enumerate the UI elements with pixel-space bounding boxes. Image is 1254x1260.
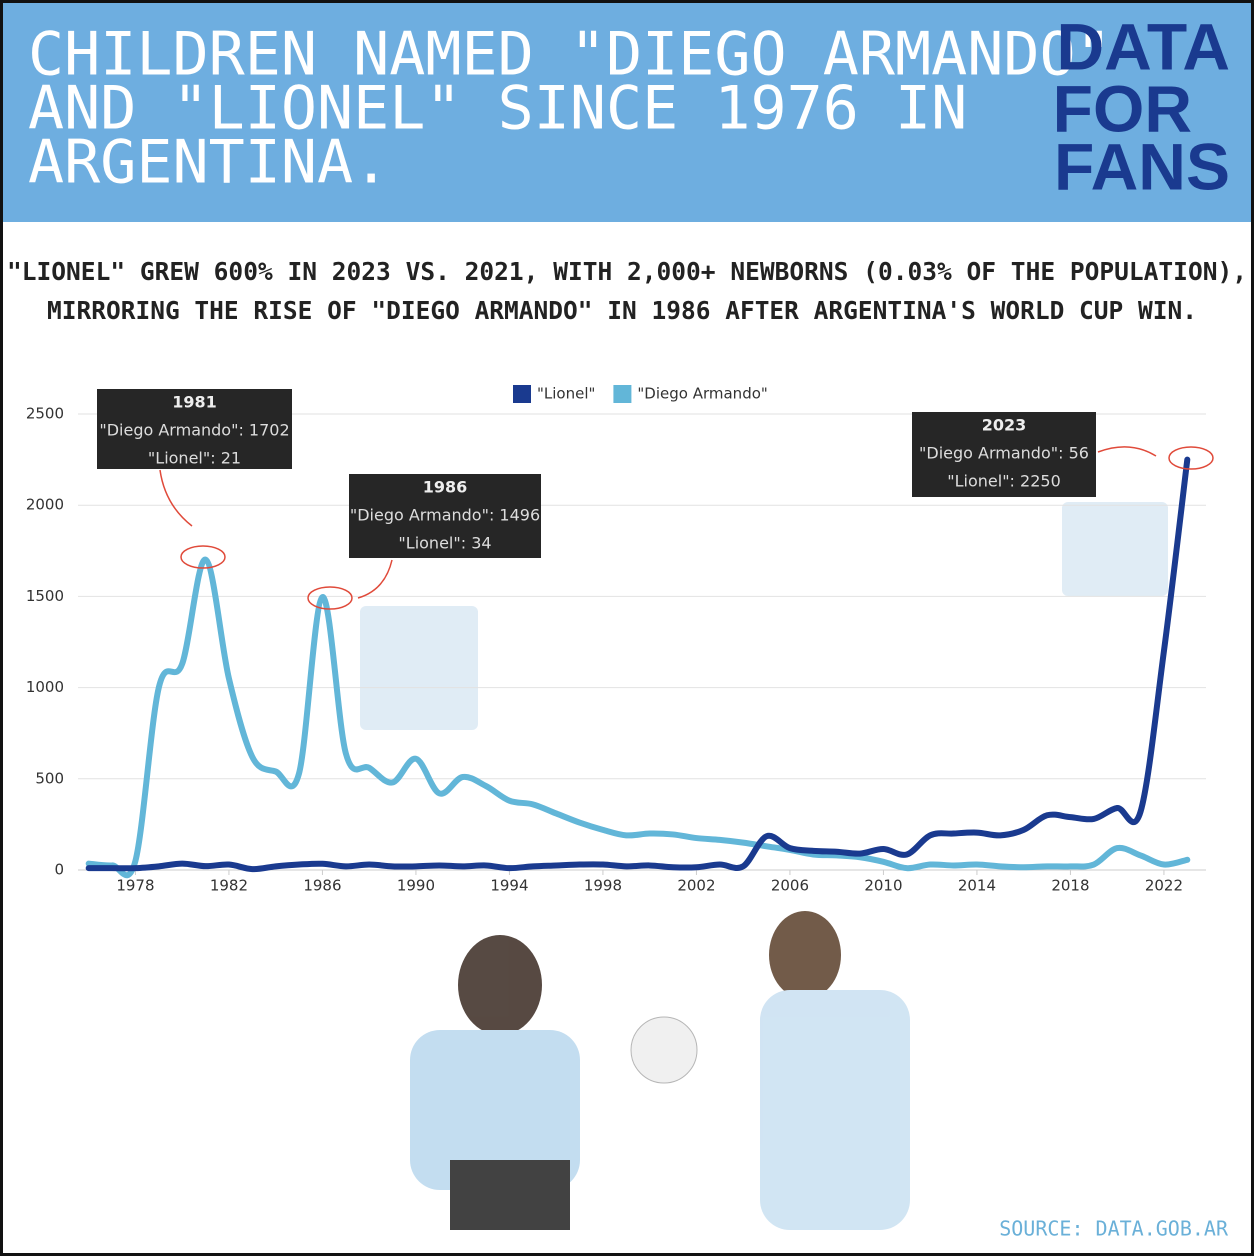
y-tick-label: 500 <box>35 769 64 787</box>
y-tick-label: 1500 <box>26 587 64 605</box>
y-tick-label: 2500 <box>26 405 64 423</box>
legend-label: "Lionel" <box>537 385 595 403</box>
subtitle-line: MIRRORING THE RISE OF "DIEGO ARMANDO" IN… <box>47 296 1197 325</box>
title-line: AND "LIONEL" SINCE 1976 IN <box>28 74 967 144</box>
photo-placeholder <box>360 606 478 730</box>
legend-swatch <box>513 385 531 403</box>
photo-placeholder <box>1062 502 1168 596</box>
title-line: ARGENTINA. <box>28 128 389 198</box>
subtitle-group: "LIONEL" GREW 600% IN 2023 VS. 2021, WIT… <box>7 257 1247 325</box>
annotation-arrow <box>1097 446 1157 457</box>
x-tick-label: 1998 <box>584 877 622 895</box>
annotation-arrow <box>357 559 393 599</box>
highlight-ring <box>180 545 226 569</box>
brand-line: FANS <box>1054 129 1230 203</box>
x-tick-label: 2014 <box>958 877 996 895</box>
brand-line: DATA <box>1056 9 1230 83</box>
x-tick-label: 1994 <box>490 877 528 895</box>
brand-group: DATA FOR FANS <box>1053 9 1230 203</box>
annotation-box <box>97 389 292 469</box>
player-head <box>458 935 542 1035</box>
annotation-line: "Diego Armando": 56 <box>919 444 1089 463</box>
x-tick-label: 2018 <box>1051 877 1089 895</box>
x-tick-label: 1990 <box>397 877 435 895</box>
y-tick-label: 0 <box>54 861 64 879</box>
x-tick-label: 2022 <box>1145 877 1183 895</box>
highlight-ring <box>307 586 353 610</box>
highlight-ring <box>1168 446 1214 470</box>
annotation-box <box>912 412 1096 497</box>
x-tick-label: 1986 <box>303 877 341 895</box>
title-group: CHILDREN NAMED "DIEGO ARMANDO" AND "LION… <box>28 20 1112 198</box>
legend-label: "Diego Armando" <box>637 385 767 403</box>
annotation-box <box>349 474 541 558</box>
annotation-title: 1986 <box>423 478 468 497</box>
title-line: CHILDREN NAMED "DIEGO ARMANDO" <box>28 20 1112 90</box>
annotation-line: "Lionel": 21 <box>148 449 241 468</box>
brand-line: FOR <box>1053 71 1192 145</box>
player-shorts <box>450 1160 570 1230</box>
x-tick-label: 1978 <box>116 877 154 895</box>
player-illustrations <box>360 502 1168 1230</box>
annotation-line: "Lionel": 2250 <box>947 472 1061 491</box>
player-shirt <box>760 990 910 1230</box>
legend-swatch <box>613 385 632 403</box>
annotation-arrow <box>159 469 193 527</box>
header-band <box>2 2 1252 222</box>
x-tick-label: 1982 <box>210 877 248 895</box>
x-tick-label: 2006 <box>771 877 809 895</box>
annotation-line: "Diego Armando": 1702 <box>99 421 289 440</box>
annotation-title: 1981 <box>172 393 217 412</box>
series-line <box>85 556 1191 879</box>
player-head <box>769 911 841 999</box>
annotation-line: "Diego Armando": 1496 <box>350 506 540 525</box>
annotation-line: "Lionel": 34 <box>398 534 491 553</box>
ball <box>630 1016 698 1084</box>
subtitle-line: "LIONEL" GREW 600% IN 2023 VS. 2021, WIT… <box>7 257 1247 286</box>
x-tick-label: 2002 <box>677 877 715 895</box>
player-shirt <box>410 1030 580 1190</box>
x-tick-label: 2010 <box>864 877 902 895</box>
source: SOURCE: DATA.GOB.AR <box>999 1217 1229 1241</box>
annotation-title: 2023 <box>982 416 1027 435</box>
y-tick-label: 2000 <box>26 496 64 514</box>
y-tick-label: 1000 <box>26 678 64 696</box>
series-line <box>85 456 1191 873</box>
